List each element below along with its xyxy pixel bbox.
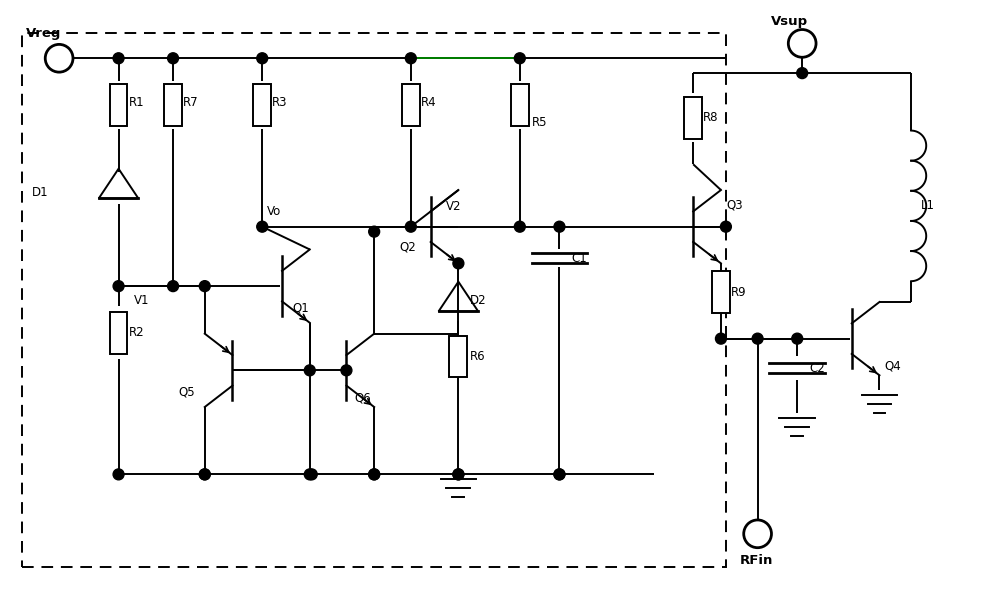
Text: D1: D1 [32, 186, 49, 198]
Circle shape [554, 469, 565, 480]
Circle shape [257, 221, 268, 232]
Circle shape [369, 469, 380, 480]
Bar [511, 84, 529, 126]
Circle shape [199, 281, 210, 291]
Circle shape [405, 221, 416, 232]
Circle shape [554, 221, 565, 232]
Bar [712, 271, 730, 313]
Text: R9: R9 [731, 285, 746, 299]
Text: C2: C2 [809, 362, 825, 375]
Circle shape [453, 469, 464, 480]
Text: L1: L1 [921, 200, 935, 212]
Bar [449, 336, 467, 377]
Text: Q6: Q6 [354, 392, 371, 404]
Text: RFin: RFin [740, 554, 773, 567]
Circle shape [199, 469, 210, 480]
Circle shape [113, 281, 124, 291]
Circle shape [792, 333, 803, 344]
Circle shape [257, 53, 268, 64]
Text: R5: R5 [532, 116, 547, 129]
Circle shape [453, 258, 464, 269]
Circle shape [369, 226, 380, 237]
Circle shape [453, 469, 464, 480]
Text: R7: R7 [183, 96, 199, 109]
Circle shape [113, 53, 124, 64]
Text: R8: R8 [703, 111, 719, 124]
Circle shape [554, 469, 565, 480]
Circle shape [720, 221, 731, 232]
Circle shape [168, 53, 178, 64]
Text: R3: R3 [272, 96, 288, 109]
Bar [110, 84, 127, 126]
Circle shape [168, 281, 178, 291]
Circle shape [514, 53, 525, 64]
Text: R4: R4 [421, 96, 436, 109]
Circle shape [405, 53, 416, 64]
Circle shape [514, 221, 525, 232]
Text: Vsup: Vsup [770, 15, 808, 28]
Text: Q1: Q1 [292, 302, 309, 314]
Text: Q3: Q3 [726, 198, 743, 212]
Text: D2: D2 [470, 294, 487, 308]
Text: V2: V2 [446, 200, 461, 213]
Circle shape [113, 469, 124, 480]
Circle shape [752, 333, 763, 344]
Text: Vreg: Vreg [26, 27, 62, 40]
Circle shape [797, 68, 808, 79]
Circle shape [304, 365, 315, 376]
Text: C1: C1 [571, 252, 587, 265]
Bar [253, 84, 271, 126]
Text: Vo: Vo [267, 206, 281, 218]
Bar [110, 312, 127, 353]
Circle shape [715, 333, 726, 344]
Circle shape [199, 469, 210, 480]
Circle shape [306, 469, 317, 480]
Text: Q4: Q4 [884, 360, 901, 373]
Bar [684, 97, 702, 138]
Text: Q2: Q2 [399, 240, 416, 253]
Text: R2: R2 [128, 326, 144, 339]
Circle shape [304, 469, 315, 480]
Text: R6: R6 [470, 350, 486, 363]
Bar [164, 84, 182, 126]
Text: Q5: Q5 [178, 386, 195, 398]
Circle shape [369, 469, 380, 480]
Text: V1: V1 [133, 294, 149, 308]
Circle shape [341, 365, 352, 376]
Bar [402, 84, 420, 126]
Text: R1: R1 [128, 96, 144, 109]
